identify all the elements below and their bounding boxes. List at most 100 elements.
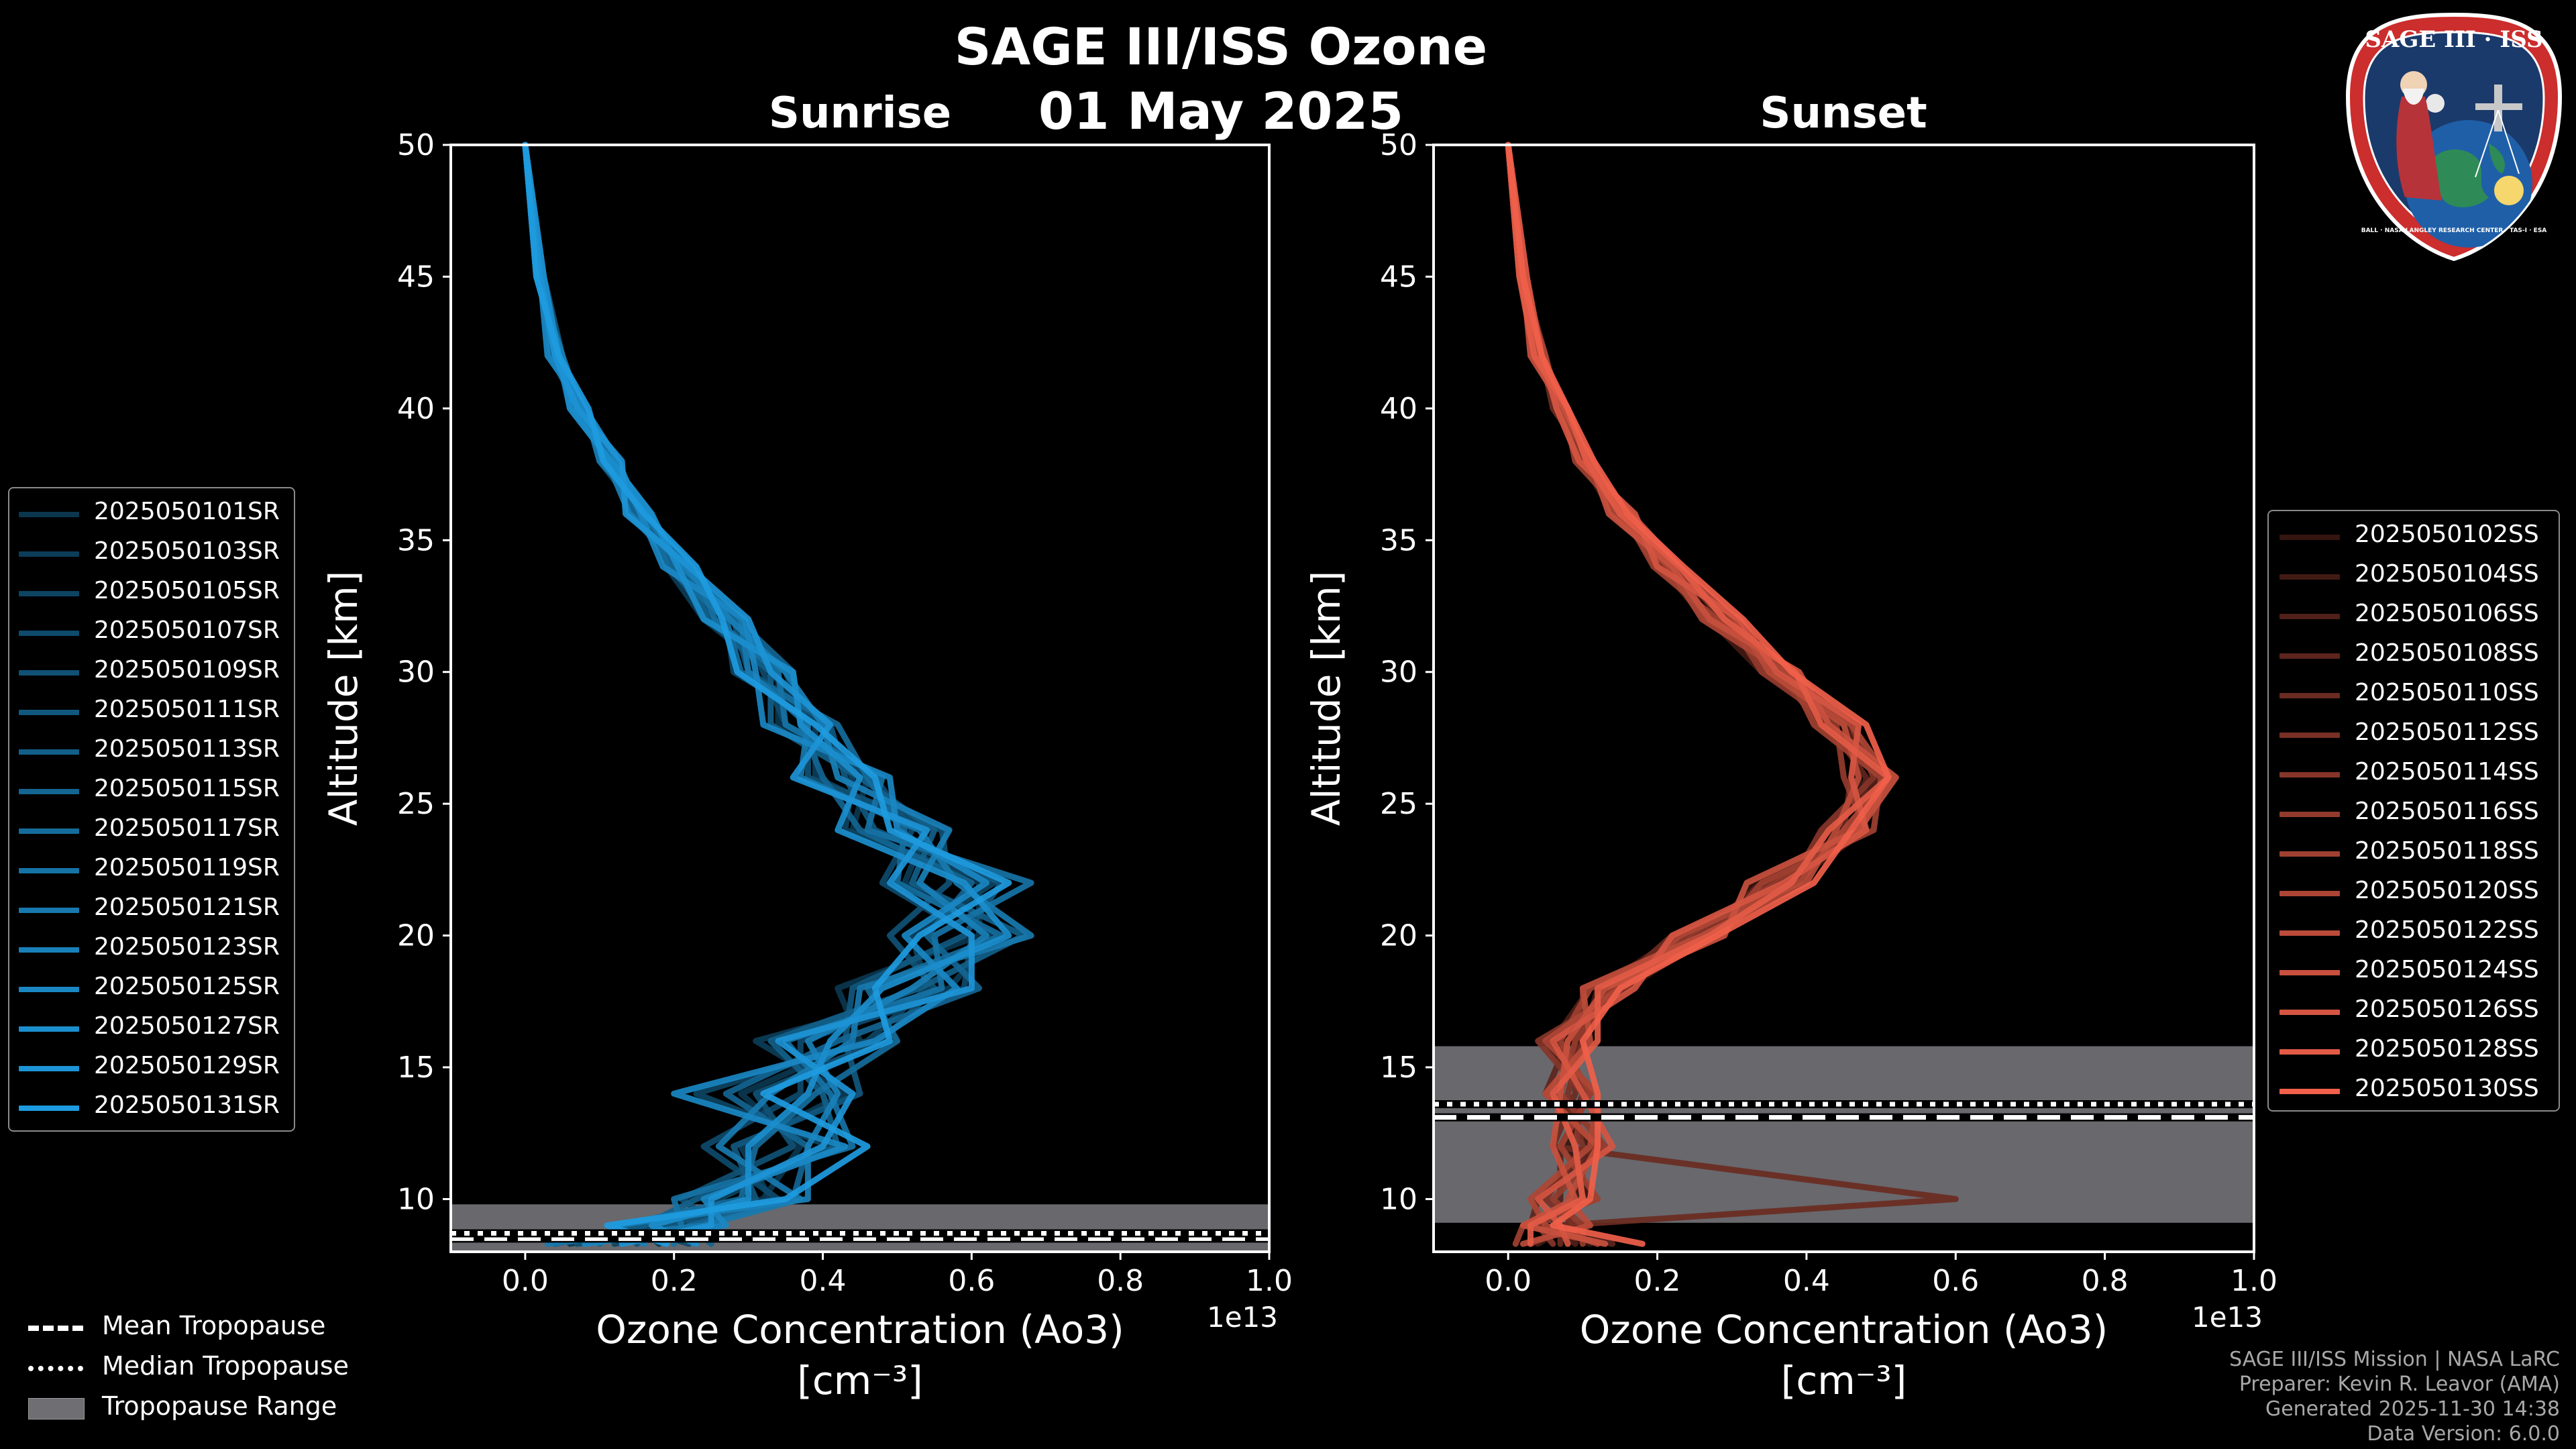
legend-label: 2025050123SR — [94, 933, 280, 961]
legend-entry-2025050116SS: 2025050116SS — [2269, 794, 2559, 833]
legend-entry-2025050107SR: 2025050107SR — [9, 612, 294, 652]
title-line: SAGE III/ISS Ozone — [954, 17, 1488, 76]
legend-entry-2025050112SS: 2025050112SS — [2269, 714, 2559, 754]
series-line-2025050130SS — [1505, 142, 1892, 1247]
dashed-line-swatch — [28, 1326, 83, 1331]
legend-swatch — [2279, 693, 2340, 698]
dotted-line-swatch — [28, 1366, 83, 1371]
legend-label: 2025050127SR — [94, 1012, 280, 1040]
sunset-x-axis-label: Ozone Concentration (Ao3) — [1580, 1307, 2108, 1352]
legend-entry-2025050114SS: 2025050114SS — [2269, 754, 2559, 794]
tropopause-legend: Mean Tropopause Median Tropopause Tropop… — [25, 1308, 388, 1429]
legend-entry-2025050113SR: 2025050113SR — [9, 731, 294, 771]
legend-label: 2025050114SS — [2355, 758, 2539, 786]
sunset-legend: 2025050102SS 2025050104SS 2025050106SS 2025… — [2267, 510, 2560, 1112]
sunset-ytick-label: 45 — [1380, 260, 1417, 294]
legend-entry-2025050111SR: 2025050111SR — [9, 692, 294, 731]
legend-swatch — [19, 1026, 79, 1032]
legend-entry-2025050120SS: 2025050120SS — [2269, 873, 2559, 912]
legend-swatch — [19, 749, 79, 755]
legend-entry-2025050125SR: 2025050125SR — [9, 969, 294, 1008]
legend-swatch — [19, 1066, 79, 1071]
sunset-ytick-label: 35 — [1380, 523, 1417, 557]
sunrise-x-axis-unit: [cm⁻³] — [797, 1358, 923, 1403]
legend-label: 2025050129SR — [94, 1052, 280, 1079]
sunrise-y-axis-label: Altitude [km] — [321, 571, 366, 826]
legend-label: 2025050124SS — [2355, 956, 2539, 983]
legend-swatch — [19, 512, 79, 517]
sunrise-ytick-label: 40 — [397, 392, 435, 426]
sunrise-legend: 2025050101SR 2025050103SR 2025050105SR 2025… — [8, 487, 295, 1132]
legend-label: 2025050125SR — [94, 973, 280, 1000]
legend-entry-2025050122SS: 2025050122SS — [2269, 912, 2559, 952]
legend-swatch — [19, 631, 79, 636]
legend-entry-2025050105SR: 2025050105SR — [9, 573, 294, 612]
legend-label: 2025050130SS — [2355, 1075, 2539, 1102]
sunrise-ytick-label: 50 — [397, 128, 435, 162]
legend-label: 2025050104SS — [2355, 560, 2539, 588]
sunrise-ytick-label: 25 — [397, 787, 435, 821]
legend-label: 2025050120SS — [2355, 877, 2539, 904]
legend-entry-2025050117SR: 2025050117SR — [9, 810, 294, 850]
sunset-xtick-label: 0.2 — [1634, 1264, 1681, 1298]
sunset-ytick-label: 10 — [1380, 1182, 1417, 1216]
sunrise-xtick-label: 0.4 — [800, 1264, 847, 1298]
sunset-y-axis-label: Altitude [km] — [1303, 571, 1349, 826]
sunrise-xtick-label: 1.0 — [1246, 1264, 1293, 1298]
date-line: 01 May 2025 — [1038, 81, 1404, 141]
sunrise-ytick-label: 45 — [397, 260, 435, 294]
legend-swatch — [2279, 930, 2340, 936]
legend-label: 2025050101SR — [94, 498, 280, 525]
legend-swatch — [19, 591, 79, 596]
logo-ring-text: BALL · NASA LANGLEY RESEARCH CENTER · TA… — [2361, 227, 2547, 234]
range-patch-swatch — [28, 1398, 85, 1419]
logo-title: SAGE III · ISS — [2365, 26, 2542, 53]
legend-entry-2025050101SR: 2025050101SR — [9, 494, 294, 533]
legend-swatch — [19, 789, 79, 794]
sunset-panel-title: Sunset — [1760, 89, 1927, 138]
sunrise-ytick-label: 35 — [397, 523, 435, 557]
sunset-series-group — [1505, 142, 1959, 1247]
legend-entry-2025050103SR: 2025050103SR — [9, 533, 294, 573]
sunrise-ytick-label: 30 — [397, 655, 435, 690]
legend-swatch — [19, 551, 79, 557]
sunset-xtick-label: 1.0 — [2231, 1264, 2277, 1298]
legend-label: 2025050109SR — [94, 656, 280, 684]
legend-entry-2025050118SS: 2025050118SS — [2269, 833, 2559, 873]
sunrise-ytick-label: 20 — [397, 919, 435, 953]
legend-entry-2025050108SS: 2025050108SS — [2269, 635, 2559, 675]
sunset-ytick-label: 50 — [1380, 128, 1417, 162]
sunset-panel: 0.0 0.2 0.4 0.6 0.8 1.0 10 15 20 25 30 35 40 45 50 1e13… — [1303, 89, 2277, 1403]
legend-label: 2025050106SS — [2355, 600, 2539, 627]
sunrise-frame — [449, 144, 1271, 1253]
sunrise-x-axis-label: Ozone Concentration (Ao3) — [596, 1307, 1124, 1352]
legend-label: 2025050115SR — [94, 775, 280, 802]
sunrise-ytick-label: 15 — [397, 1051, 435, 1085]
legend-entry-2025050109SR: 2025050109SR — [9, 652, 294, 692]
median-tropopause-label: Median Tropopause — [102, 1351, 349, 1381]
sunset-ytick-label: 30 — [1380, 655, 1417, 690]
legend-swatch — [19, 828, 79, 834]
legend-swatch — [2279, 653, 2340, 659]
legend-entry-2025050131SR: 2025050131SR — [9, 1087, 294, 1127]
legend-swatch — [2279, 772, 2340, 777]
legend-entry-2025050110SS: 2025050110SS — [2269, 675, 2559, 714]
legend-entry-2025050121SR: 2025050121SR — [9, 890, 294, 929]
legend-label: 2025050128SS — [2355, 1035, 2539, 1063]
legend-label: 2025050102SS — [2355, 521, 2539, 548]
legend-entry-2025050128SS: 2025050128SS — [2269, 1031, 2559, 1071]
sunset-x-axis-unit: [cm⁻³] — [1781, 1358, 1907, 1403]
legend-label: 2025050107SR — [94, 616, 280, 644]
legend-swatch — [2279, 1089, 2340, 1094]
sunset-x-scale-label: 1e13 — [2192, 1301, 2263, 1334]
legend-swatch — [2279, 574, 2340, 580]
legend-entry-2025050115SR: 2025050115SR — [9, 771, 294, 810]
sunset-xtick-label: 0.0 — [1485, 1264, 1532, 1298]
sunrise-xtick-label: 0.6 — [948, 1264, 995, 1298]
credit-preparer: Preparer: Kevin R. Leavor (AMA) — [2239, 1373, 2560, 1396]
sunrise-xtick-label: 0.0 — [502, 1264, 549, 1298]
legend-swatch — [2279, 1010, 2340, 1015]
legend-swatch — [2279, 851, 2340, 857]
median-tropopause-entry: Median Tropopause — [25, 1348, 388, 1389]
